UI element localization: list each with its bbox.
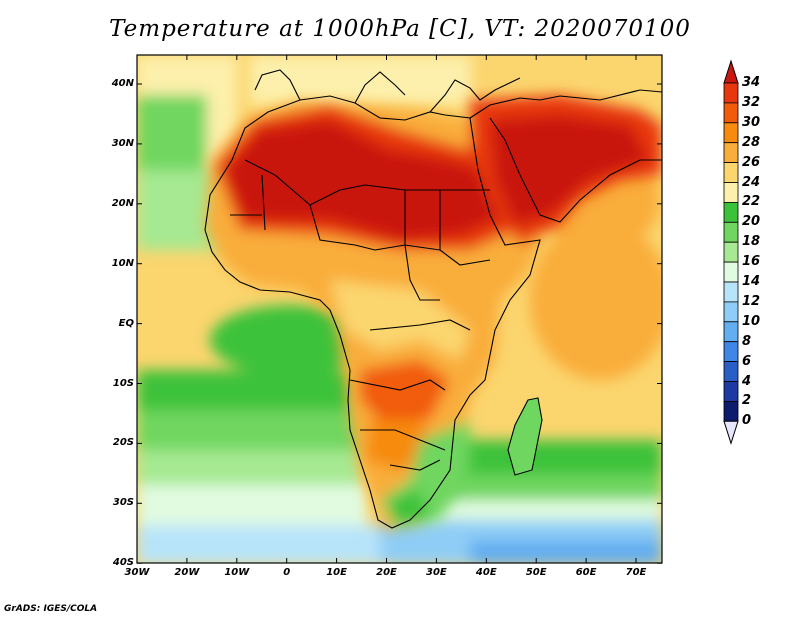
colorbar-swatch — [723, 241, 739, 263]
colorbar-label: 34 — [742, 75, 761, 90]
lat-label: 10N — [111, 257, 134, 269]
colorbar-label: 2 — [742, 393, 752, 409]
lon-label: 50E — [525, 567, 547, 578]
lon-label: 10E — [326, 567, 347, 578]
colorbar-label: 24 — [742, 174, 761, 190]
colorbar-label: 14 — [742, 274, 761, 289]
colorbar-swatch — [723, 142, 739, 163]
lon-label: 30W — [124, 567, 150, 578]
colorbar-label: 8 — [742, 333, 752, 349]
colorbar-swatch — [723, 321, 739, 343]
map-title: Temperature at 1000hPa [C], VT: 20200701… — [109, 16, 691, 42]
colorbar-swatch — [723, 102, 739, 124]
colorbar-swatch — [723, 281, 739, 303]
colorbar-label: 18 — [742, 234, 761, 250]
lat-label: 40N — [111, 78, 134, 89]
axis-ticks — [136, 55, 662, 564]
colorbar-swatch — [723, 162, 739, 183]
madagascar — [508, 398, 542, 475]
lon-label: 70E — [625, 567, 647, 578]
colorbar-label: 16 — [742, 254, 761, 270]
colorbar-swatch — [723, 361, 739, 382]
lat-label: EQ — [118, 317, 134, 329]
colorbar-label: 12 — [742, 293, 761, 309]
colorbar-swatch — [723, 381, 739, 402]
colorbar-top-arrow — [723, 59, 739, 84]
lon-label: 10W — [224, 567, 250, 578]
lon-label: 30E — [426, 567, 447, 578]
temperature-field — [137, 55, 662, 563]
lon-label: 60E — [575, 567, 597, 578]
colorbar-swatch — [723, 261, 739, 283]
lon-label: 20W — [174, 567, 200, 578]
colorbar-label: 32 — [742, 94, 761, 110]
credit-text: GrADS: IGES/COLA — [4, 604, 98, 614]
lat-label: 30S — [112, 497, 134, 509]
colorbar-swatch — [723, 122, 739, 144]
colorbar-label: 20 — [742, 214, 761, 230]
lat-label: 40S — [112, 557, 134, 569]
colorbar-label: 4 — [742, 373, 752, 389]
lat-label: 20S — [112, 437, 134, 449]
lat-label: 10S — [112, 377, 134, 389]
colorbar-label: 0 — [742, 413, 752, 429]
colorbar-swatch — [723, 341, 739, 363]
lon-label: 0 — [283, 567, 291, 578]
colorbar-swatch — [723, 400, 739, 422]
lat-label: 20N — [111, 197, 134, 209]
colorbar — [723, 59, 739, 445]
map-frame — [136, 54, 663, 564]
lon-label: 20E — [376, 567, 397, 578]
colorbar-swatch — [723, 201, 739, 223]
colorbar-label: 26 — [742, 154, 761, 170]
madagascar-outline — [507, 397, 543, 476]
colorbar-label: 28 — [742, 134, 761, 150]
colorbar-swatch — [723, 301, 739, 323]
colorbar-label: 10 — [742, 313, 761, 329]
colorbar-bottom-arrow — [723, 420, 739, 445]
lat-label: 30N — [111, 137, 134, 149]
colorbar-swatch — [723, 221, 739, 243]
lon-label: 40E — [475, 567, 497, 578]
colorbar-label: 22 — [742, 194, 761, 210]
colorbar-swatch — [723, 182, 739, 203]
colorbar-swatch — [723, 82, 739, 104]
colorbar-label: 30 — [742, 114, 761, 130]
colorbar-label: 6 — [742, 353, 752, 369]
coastline — [204, 69, 663, 529]
